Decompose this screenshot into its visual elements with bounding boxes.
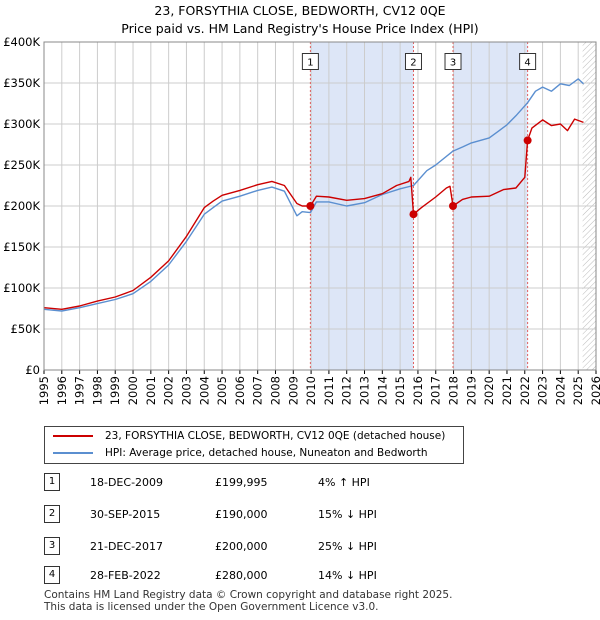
transaction-label-box bbox=[519, 53, 537, 70]
y-tick-label: £200K bbox=[3, 199, 40, 213]
transaction-number: 3 bbox=[44, 537, 60, 555]
transaction-hpi: 25% ↓ HPI bbox=[318, 540, 377, 553]
x-tick-label: 2000 bbox=[126, 376, 140, 405]
transaction-marker bbox=[306, 202, 315, 211]
transaction-hpi: 15% ↓ HPI bbox=[318, 508, 377, 521]
transaction-label-box bbox=[404, 53, 422, 70]
legend-label-hpi: HPI: Average price, detached house, Nune… bbox=[105, 447, 428, 459]
x-tick-label: 2003 bbox=[179, 376, 193, 405]
x-tick-label: 2016 bbox=[411, 376, 425, 405]
x-tick-label: 2014 bbox=[375, 376, 389, 405]
transaction-hpi: 4% ↑ HPI bbox=[318, 476, 370, 489]
x-tick-label: 2026 bbox=[589, 376, 600, 405]
x-tick-label: 2024 bbox=[553, 376, 567, 405]
transaction-number: 4 bbox=[44, 566, 60, 584]
legend: 23, FORSYTHIA CLOSE, BEDWORTH, CV12 0QE … bbox=[44, 426, 464, 464]
x-tick-label: 2002 bbox=[162, 376, 176, 405]
x-tick-label: 2019 bbox=[464, 376, 478, 405]
transaction-price: £200,000 bbox=[215, 540, 268, 553]
x-tick-label: 2015 bbox=[393, 376, 407, 405]
transaction-label: 4 bbox=[524, 58, 530, 69]
transaction-label: 2 bbox=[410, 58, 416, 69]
x-tick-label: 1998 bbox=[90, 376, 104, 405]
x-tick-label: 2013 bbox=[358, 376, 372, 405]
y-tick-label: £300K bbox=[3, 117, 40, 131]
plot-frame bbox=[43, 41, 597, 371]
x-tick-label: 1995 bbox=[37, 376, 51, 405]
legend-swatch-property bbox=[53, 435, 93, 437]
transaction-date: 21-DEC-2017 bbox=[90, 540, 164, 553]
table-row: 2 30-SEP-2015 £190,000 15% ↓ HPI bbox=[0, 505, 600, 525]
transaction-date: 18-DEC-2009 bbox=[90, 476, 164, 489]
y-tick-label: £100K bbox=[3, 281, 40, 295]
transaction-marker bbox=[449, 202, 458, 210]
transaction-label-box bbox=[301, 53, 319, 70]
x-tick-label: 2025 bbox=[571, 376, 585, 405]
legend-swatch-hpi bbox=[53, 452, 93, 454]
y-tick-label: £350K bbox=[3, 76, 40, 90]
table-row: 3 21-DEC-2017 £200,000 25% ↓ HPI bbox=[0, 537, 600, 557]
transaction-label: 1 bbox=[307, 58, 313, 69]
transaction-number: 1 bbox=[44, 473, 60, 491]
x-tick-label: 2018 bbox=[447, 376, 461, 405]
x-tick-label: 2023 bbox=[536, 376, 550, 405]
x-tick-label: 1997 bbox=[73, 376, 87, 405]
y-tick-label: £150K bbox=[3, 240, 40, 254]
x-tick-label: 2020 bbox=[482, 376, 496, 405]
transaction-number: 2 bbox=[44, 505, 60, 523]
x-tick-label: 2007 bbox=[251, 376, 265, 405]
transaction-price: £199,995 bbox=[215, 476, 268, 489]
footer-copyright: Contains HM Land Registry data © Crown c… bbox=[44, 589, 453, 601]
x-tick-label: 1996 bbox=[55, 376, 69, 405]
x-tick-label: 2004 bbox=[197, 376, 211, 405]
x-tick-label: 1999 bbox=[108, 376, 122, 405]
price-chart: 1 2 3 4 £0 £50K £100K £150K £200K £250K £300K £350… bbox=[3, 35, 600, 405]
chart-subtitle: Price paid vs. HM Land Registry's House … bbox=[121, 21, 479, 36]
x-tick-label: 2008 bbox=[268, 376, 282, 405]
x-tick-label: 2012 bbox=[340, 376, 354, 405]
x-tick-label: 2005 bbox=[215, 376, 229, 405]
transaction-hpi: 14% ↓ HPI bbox=[318, 569, 377, 582]
table-row: 1 18-DEC-2009 £199,995 4% ↑ HPI bbox=[0, 473, 600, 493]
x-tick-label: 2022 bbox=[518, 376, 532, 405]
table-row: 4 28-FEB-2022 £280,000 14% ↓ HPI bbox=[0, 566, 600, 586]
x-tick-label: 2006 bbox=[233, 376, 247, 405]
y-tick-label: £50K bbox=[11, 322, 41, 336]
transaction-price: £190,000 bbox=[215, 508, 268, 521]
property-series-line bbox=[43, 118, 584, 310]
y-tick-label: £400K bbox=[3, 35, 40, 49]
x-tick-label: 2009 bbox=[286, 376, 300, 405]
x-tick-label: 2021 bbox=[500, 376, 514, 405]
x-tick-label: 2011 bbox=[322, 376, 336, 405]
y-tick-label: £0 bbox=[25, 363, 40, 377]
transaction-date: 28-FEB-2022 bbox=[90, 569, 161, 582]
x-tick-label: 2017 bbox=[429, 376, 443, 405]
transaction-price: £280,000 bbox=[215, 569, 268, 582]
x-tick-label: 2001 bbox=[144, 376, 158, 405]
hpi-series-line bbox=[43, 78, 584, 312]
transaction-marker bbox=[523, 136, 532, 145]
legend-label-property: 23, FORSYTHIA CLOSE, BEDWORTH, CV12 0QE … bbox=[105, 430, 446, 442]
x-tick-label: 2010 bbox=[304, 376, 318, 405]
transaction-label-box bbox=[444, 53, 462, 70]
y-tick-label: £250K bbox=[3, 158, 40, 172]
chart-title: 23, FORSYTHIA CLOSE, BEDWORTH, CV12 0QE bbox=[154, 3, 446, 18]
transaction-date: 30-SEP-2015 bbox=[90, 508, 161, 521]
footer-licence: This data is licensed under the Open Gov… bbox=[44, 601, 379, 613]
transaction-marker bbox=[409, 210, 418, 219]
transaction-label: 3 bbox=[450, 58, 456, 69]
